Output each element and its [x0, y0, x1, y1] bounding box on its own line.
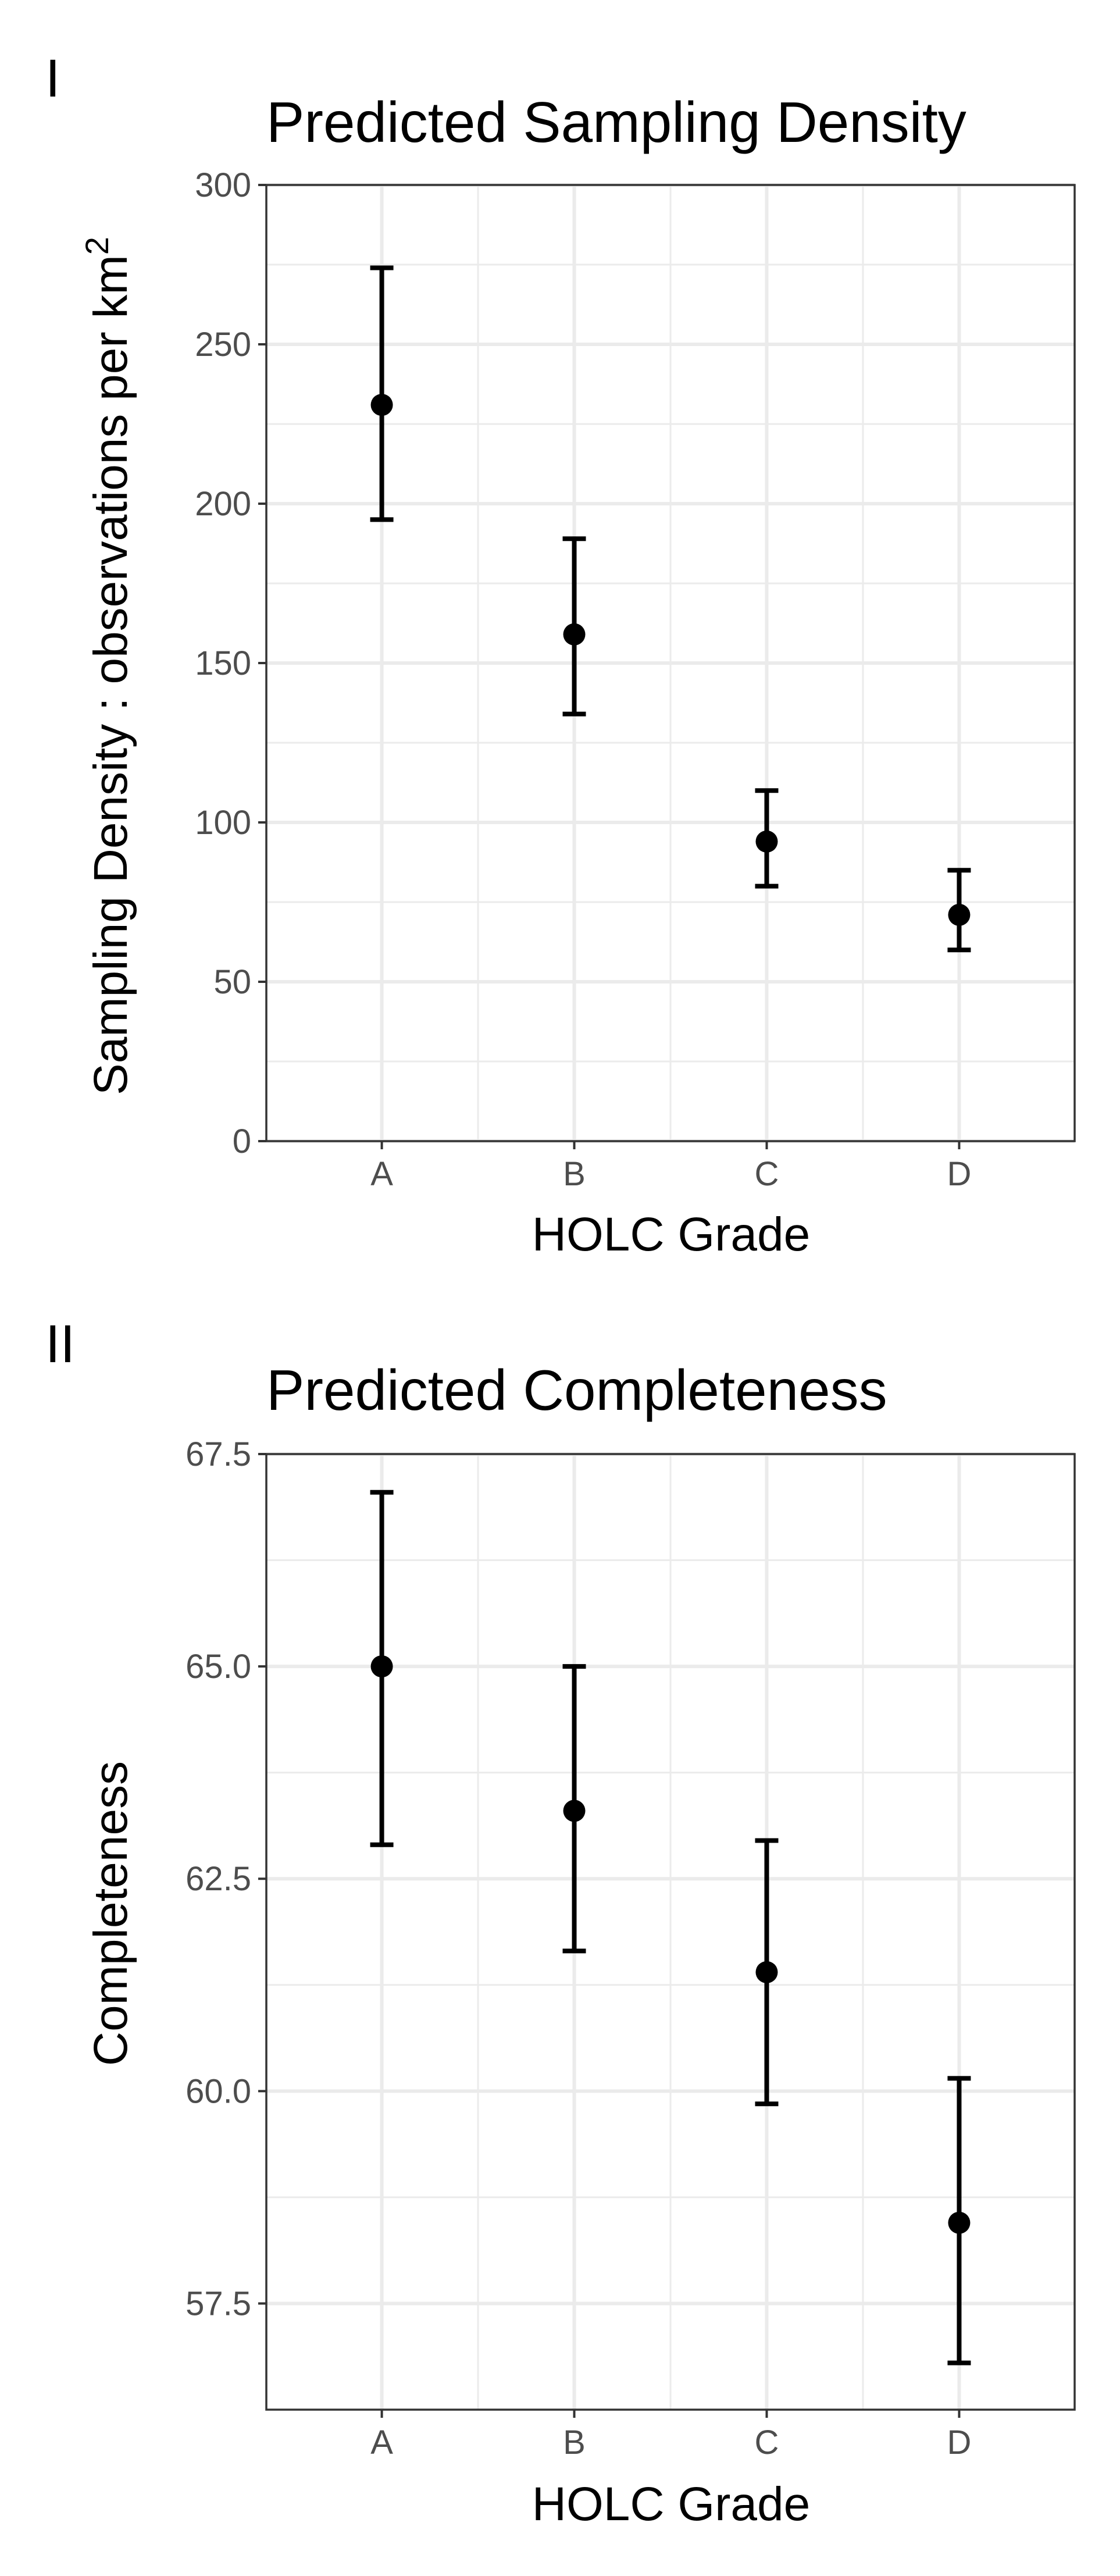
error-bar	[370, 265, 394, 522]
panel-tag: I	[45, 49, 60, 108]
data-point	[563, 623, 586, 646]
plot-border	[265, 1453, 1076, 2411]
y-axis-title-main: Sampling Density : observations per km	[84, 255, 137, 1095]
y-tick-label: 57.5	[186, 2285, 251, 2322]
data-marks	[370, 265, 971, 953]
chart-panel-sampling-density: I Predicted Sampling Density 05010015020…	[45, 49, 1076, 1261]
y-axis-title: Completeness	[84, 1761, 137, 2066]
x-tick-label-a: A	[370, 2424, 393, 2461]
chart-panel-completeness: II Predicted Completeness 57.5 60.0 62.5 65…	[45, 1314, 1076, 2531]
y-tick-label: 65.0	[186, 1648, 251, 1686]
y-tick-label: 100	[195, 804, 251, 842]
data-point	[948, 2211, 971, 2234]
y-axis-title-main: Completeness	[84, 1761, 137, 2066]
data-point	[755, 1961, 778, 1983]
data-point	[563, 1800, 586, 1822]
y-axis-ticks: 57.5 60.0 62.5 65.0 67.5	[186, 1435, 266, 2322]
y-tick-label: 300	[195, 166, 251, 204]
data-marks	[370, 1490, 971, 2365]
data-point	[370, 394, 393, 416]
y-tick-label: 200	[195, 485, 251, 523]
x-axis-ticks: A B C D	[370, 2410, 971, 2461]
y-axis-title-superscript: 2	[79, 237, 115, 255]
x-tick-label-c: C	[755, 2424, 779, 2461]
y-tick-label: 67.5	[186, 1435, 251, 1473]
y-tick-label: 50	[213, 963, 251, 1001]
chart-title: Predicted Completeness	[266, 1358, 887, 1422]
x-axis-title: HOLC Grade	[532, 2478, 811, 2531]
x-axis-ticks: A B C D	[370, 1141, 971, 1193]
panel-tag: II	[45, 1314, 75, 1374]
y-tick-label: 250	[195, 326, 251, 364]
x-tick-label-c: C	[755, 1155, 779, 1193]
data-point	[755, 830, 778, 853]
x-tick-label-d: D	[947, 1155, 971, 1193]
data-point	[370, 1655, 393, 1678]
chart-title: Predicted Sampling Density	[266, 90, 966, 154]
x-tick-label-a: A	[370, 1155, 393, 1193]
y-axis-title: Sampling Density : observations per km2	[79, 237, 137, 1095]
y-tick-label: 62.5	[186, 1860, 251, 1898]
y-tick-label: 150	[195, 644, 251, 682]
y-axis-ticks: 0 50 100 150 200 250 300	[195, 166, 266, 1160]
x-tick-label-b: B	[563, 1155, 586, 1193]
x-tick-label-d: D	[947, 2424, 971, 2461]
data-point	[948, 903, 971, 926]
y-tick-label: 0	[233, 1123, 251, 1160]
x-tick-label-b: B	[563, 2424, 586, 2461]
x-axis-title: HOLC Grade	[532, 1208, 811, 1261]
y-tick-label: 60.0	[186, 2072, 251, 2110]
